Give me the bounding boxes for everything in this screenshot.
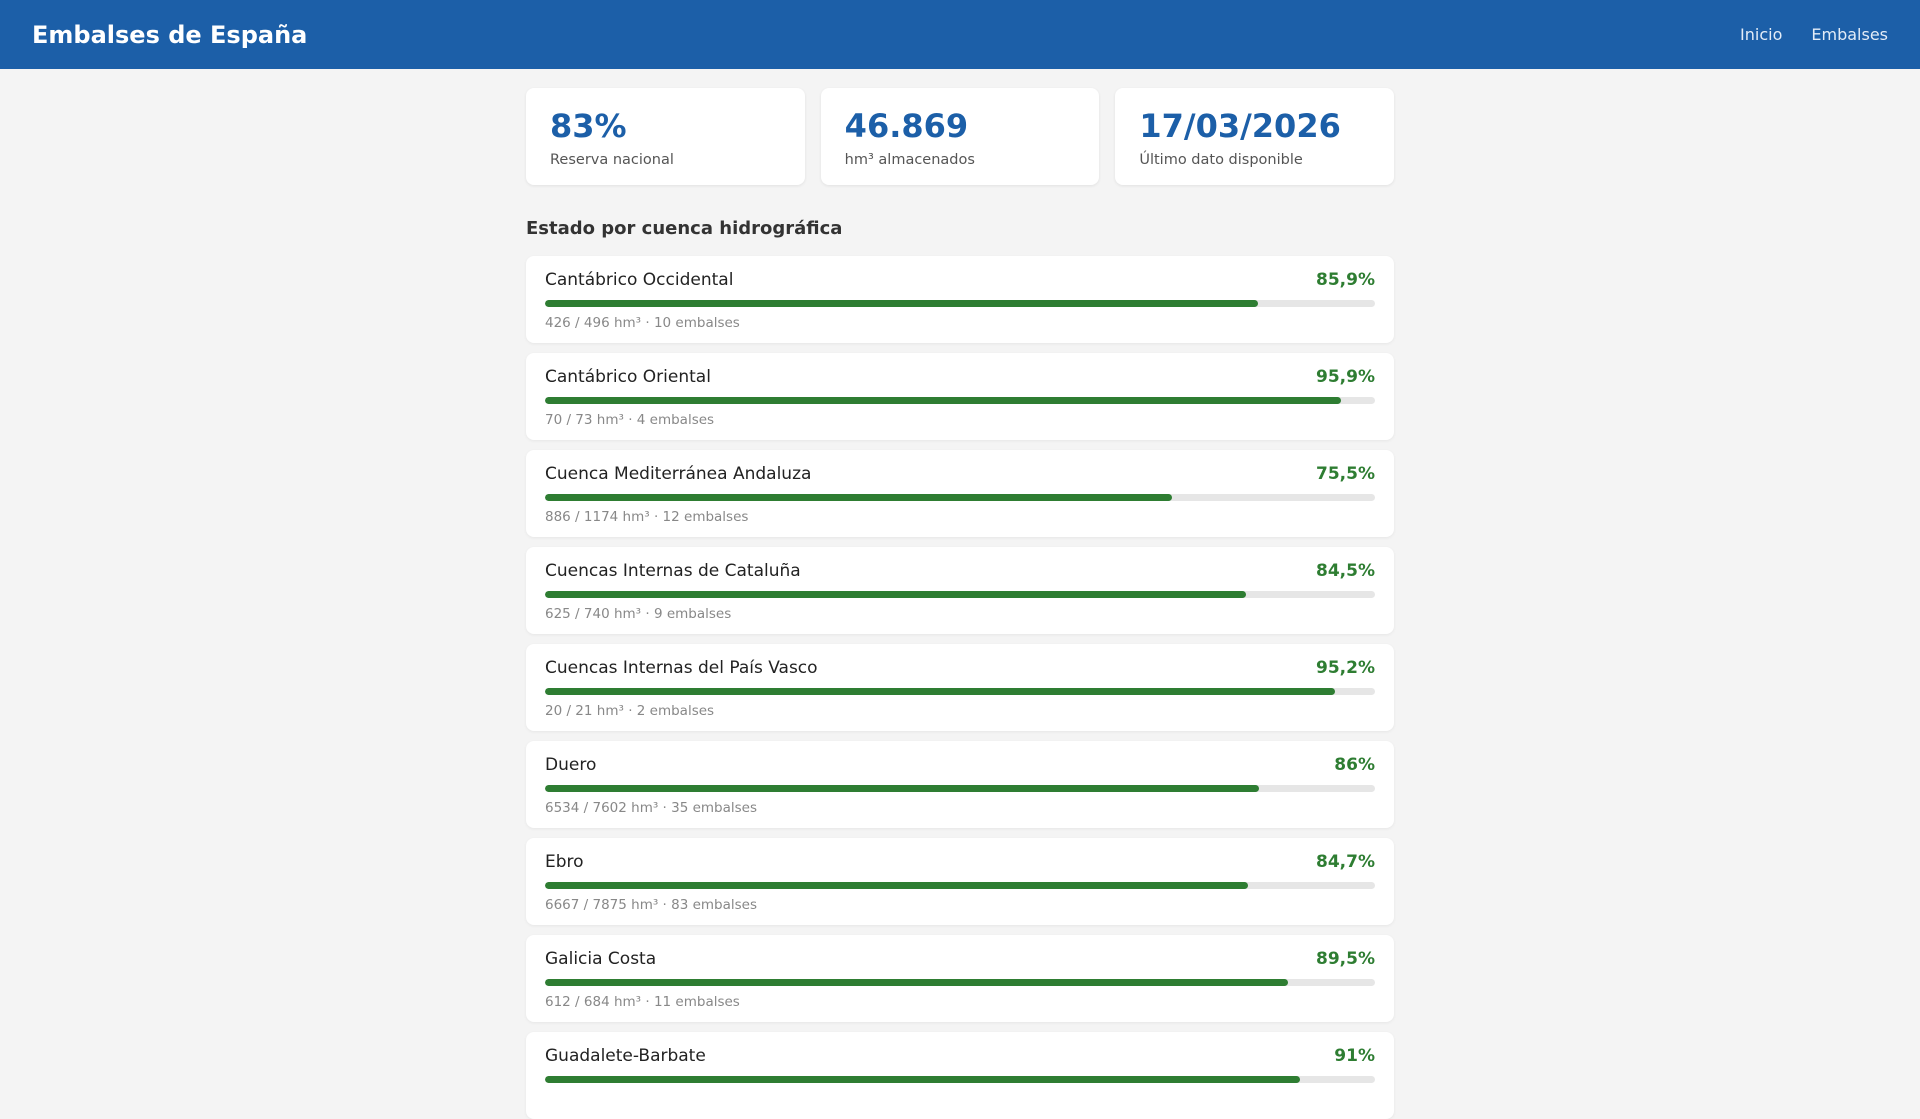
basin-detail: 6667 / 7875 hm³ · 83 embalses [545, 897, 758, 913]
basin-card[interactable]: Cantábrico Occidental 85,9% 426 / 496 hm… [526, 256, 1394, 343]
basin-percent: 89,5% [1316, 949, 1375, 969]
basin-card[interactable]: Cuencas Internas de Cataluña 84,5% 625 /… [526, 547, 1394, 634]
stat-value: 83% [550, 107, 627, 145]
stat-card-almacenados: 46.869 hm³ almacenados [820, 88, 1100, 185]
main-content: 83% Reserva nacional 46.869 hm³ almacena… [526, 69, 1395, 1119]
basin-detail: 6534 / 7602 hm³ · 35 embalses [545, 800, 758, 816]
basin-progress-bar [545, 882, 1375, 889]
basin-progress-bar [545, 494, 1375, 501]
basin-percent: 84,7% [1316, 852, 1375, 872]
stat-value: 46.869 [844, 107, 969, 145]
stat-label: Reserva nacional [550, 152, 674, 168]
basin-name: Galicia Costa [545, 949, 657, 969]
basin-header: Guadalete-Barbate 91% [545, 1046, 1375, 1066]
nav-inicio[interactable]: Inicio [1740, 25, 1783, 44]
basin-header: Ebro 84,7% [545, 852, 1375, 872]
basin-progress-fill [545, 494, 1172, 501]
stat-card-reserva: 83% Reserva nacional [526, 88, 805, 185]
basin-progress-fill [545, 785, 1259, 792]
basin-header: Cuencas Internas de Cataluña 84,5% [545, 561, 1375, 581]
stats-row: 83% Reserva nacional 46.869 hm³ almacena… [526, 88, 1395, 185]
basin-header: Cantábrico Oriental 95,9% [545, 367, 1375, 387]
basin-percent: 95,2% [1316, 658, 1375, 678]
basin-progress-fill [545, 882, 1248, 889]
basin-progress-bar [545, 397, 1375, 404]
basin-progress-fill [545, 591, 1247, 598]
basin-progress-fill [545, 397, 1341, 404]
stat-card-fecha: 17/03/2026 Último dato disponible [1115, 88, 1395, 185]
basin-card[interactable]: Cuencas Internas del País Vasco 95,2% 20… [526, 644, 1394, 731]
stat-label: Último dato disponible [1139, 152, 1303, 168]
basin-progress-bar [545, 688, 1375, 695]
basin-percent: 91% [1334, 1046, 1375, 1066]
basin-list: Cantábrico Occidental 85,9% 426 / 496 hm… [526, 256, 1394, 1119]
nav-embalses[interactable]: Embalses [1811, 25, 1888, 44]
basin-detail: 70 / 73 hm³ · 4 embalses [545, 412, 715, 428]
top-header: Embalses de España Inicio Embalses [0, 0, 1920, 69]
basin-name: Cuencas Internas del País Vasco [545, 658, 818, 678]
site-title[interactable]: Embalses de España [32, 20, 308, 49]
basin-header: Cantábrico Occidental 85,9% [545, 270, 1375, 290]
basin-name: Guadalete-Barbate [545, 1046, 706, 1066]
stat-value: 17/03/2026 [1139, 107, 1341, 145]
basin-percent: 75,5% [1316, 464, 1375, 484]
basin-detail: 426 / 496 hm³ · 10 embalses [545, 315, 740, 331]
basin-header: Galicia Costa 89,5% [545, 949, 1375, 969]
basin-detail: 625 / 740 hm³ · 9 embalses [545, 606, 732, 622]
basin-name: Duero [545, 755, 597, 775]
basin-progress-bar [545, 300, 1375, 307]
basin-detail: 612 / 684 hm³ · 11 embalses [545, 994, 740, 1010]
basin-detail: 20 / 21 hm³ · 2 embalses [545, 703, 715, 719]
basin-progress-fill [545, 300, 1258, 307]
basin-detail: 886 / 1174 hm³ · 12 embalses [545, 509, 749, 525]
basin-progress-bar [545, 979, 1375, 986]
basin-percent: 84,5% [1316, 561, 1375, 581]
basin-percent: 95,9% [1316, 367, 1375, 387]
basin-header: Cuencas Internas del País Vasco 95,2% [545, 658, 1375, 678]
basin-name: Cuenca Mediterránea Andaluza [545, 464, 812, 484]
basin-progress-bar [545, 591, 1375, 598]
main-nav: Inicio Embalses [1740, 25, 1888, 44]
basin-card[interactable]: Cuenca Mediterránea Andaluza 75,5% 886 /… [526, 450, 1394, 537]
basin-header: Duero 86% [545, 755, 1375, 775]
basin-card[interactable]: Galicia Costa 89,5% 612 / 684 hm³ · 11 e… [526, 935, 1394, 1022]
section-title: Estado por cuenca hidrográfica [526, 218, 843, 239]
basin-name: Cuencas Internas de Cataluña [545, 561, 801, 581]
basin-name: Cantábrico Occidental [545, 270, 734, 290]
basin-card[interactable]: Ebro 84,7% 6667 / 7875 hm³ · 83 embalses [526, 838, 1394, 925]
basin-card[interactable]: Cantábrico Oriental 95,9% 70 / 73 hm³ · … [526, 353, 1394, 440]
basin-card[interactable]: Duero 86% 6534 / 7602 hm³ · 35 embalses [526, 741, 1394, 828]
stat-label: hm³ almacenados [844, 152, 975, 168]
basin-progress-fill [545, 979, 1288, 986]
basin-percent: 86% [1334, 755, 1375, 775]
basin-card[interactable]: Guadalete-Barbate 91% [526, 1032, 1394, 1119]
basin-percent: 85,9% [1316, 270, 1375, 290]
basin-name: Cantábrico Oriental [545, 367, 711, 387]
basin-progress-bar [545, 785, 1375, 792]
basin-progress-fill [545, 688, 1336, 695]
basin-header: Cuenca Mediterránea Andaluza 75,5% [545, 464, 1375, 484]
basin-name: Ebro [545, 852, 584, 872]
